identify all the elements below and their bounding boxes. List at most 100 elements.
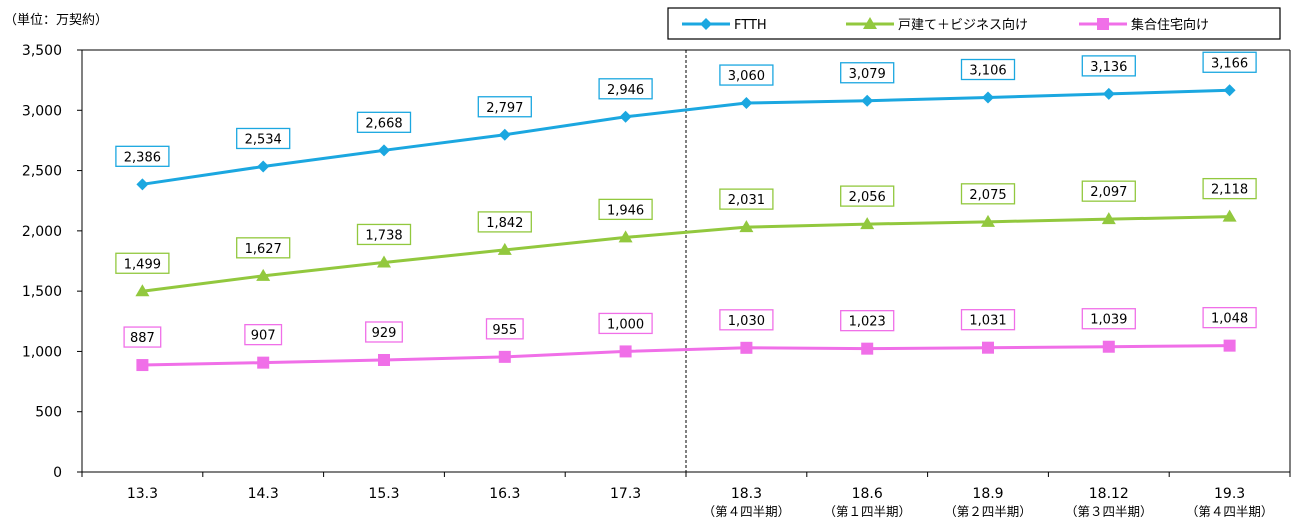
data-label: 1,048 xyxy=(1211,312,1248,327)
data-label: 3,166 xyxy=(1211,56,1248,71)
data-label-box xyxy=(719,309,774,331)
data-label: 1,738 xyxy=(365,228,402,243)
data-point xyxy=(1101,212,1116,225)
legend-label: FTTH xyxy=(734,18,767,33)
data-point xyxy=(619,110,632,123)
data-label: 2,056 xyxy=(849,190,886,205)
data-label: 955 xyxy=(492,323,517,338)
y-tick-label: 3,000 xyxy=(22,103,62,119)
plot-area xyxy=(81,49,1291,473)
series-2: 1,499 1,627 1,738 1,842 1,946 2,031 2,056 2,075… xyxy=(115,177,1257,297)
data-label: 1,039 xyxy=(1090,313,1127,328)
x-tick-label: 13.3 xyxy=(127,486,158,502)
data-point xyxy=(860,217,875,230)
data-label-box xyxy=(485,318,524,340)
y-tick-label: 500 xyxy=(35,405,62,421)
data-point xyxy=(135,284,150,297)
data-label: 3,136 xyxy=(1090,60,1127,75)
legend: FTTH 戸建て＋ビジネス向け 集合住宅向け xyxy=(667,7,1281,40)
legend-box xyxy=(667,7,1281,40)
x-tick-label: 18.9 xyxy=(972,486,1003,502)
data-label: 1,030 xyxy=(728,314,765,329)
data-label: 2,534 xyxy=(245,132,282,147)
data-label-box xyxy=(840,310,895,332)
x-tick-label: 15.3 xyxy=(368,486,399,502)
data-label-box xyxy=(115,252,170,274)
data-label: 2,386 xyxy=(124,150,161,165)
x-tick-label: 14.3 xyxy=(248,486,279,502)
unit-label: （単位：万契約） xyxy=(4,12,108,28)
data-label-box xyxy=(840,185,895,207)
data-label-box xyxy=(1202,306,1257,329)
y-tick-label: 3,500 xyxy=(22,43,62,59)
data-point xyxy=(377,255,391,268)
data-label-box xyxy=(365,321,403,343)
data-label: 3,060 xyxy=(728,69,765,84)
data-point xyxy=(498,350,511,363)
data-label: 1,000 xyxy=(607,317,644,332)
data-point xyxy=(618,230,633,243)
legend-marker xyxy=(1097,18,1109,30)
x-tick-sublabel: （第４四半期） xyxy=(1186,504,1274,519)
data-label: 2,797 xyxy=(486,101,523,116)
data-point xyxy=(378,353,390,366)
y-tick-label: 2,000 xyxy=(22,224,62,240)
data-label: 2,075 xyxy=(969,188,1006,203)
x-tick-label: 17.3 xyxy=(610,486,641,502)
data-label: 2,097 xyxy=(1090,185,1127,200)
data-point xyxy=(740,97,753,110)
data-label: 887 xyxy=(130,331,155,346)
data-point xyxy=(740,341,753,354)
x-tick-sublabel: （第４四半期） xyxy=(703,504,791,519)
data-point xyxy=(497,242,512,255)
data-label-box xyxy=(598,198,653,221)
legend-item: 集合住宅向け xyxy=(1079,17,1209,33)
data-label-box xyxy=(1202,177,1257,200)
legend-label: 戸建て＋ビジネス向け xyxy=(898,17,1028,33)
data-point xyxy=(861,342,874,355)
data-label-box xyxy=(598,312,653,335)
data-label-box xyxy=(960,309,1016,331)
data-point xyxy=(498,128,511,141)
data-label: 907 xyxy=(251,329,276,344)
legend-item: 戸建て＋ビジネス向け xyxy=(846,17,1028,33)
data-label-box xyxy=(236,237,291,259)
data-label: 929 xyxy=(372,326,397,341)
legend-item: FTTH xyxy=(682,18,767,33)
data-label: 1,946 xyxy=(607,203,644,218)
data-point xyxy=(982,341,994,354)
data-label-box xyxy=(356,223,412,246)
data-label-box xyxy=(477,211,532,233)
x-tick-sublabel: （第２四半期） xyxy=(944,504,1032,519)
legend-label: 集合住宅向け xyxy=(1131,17,1209,33)
y-tick-label: 1,000 xyxy=(22,344,62,360)
data-label-box xyxy=(123,326,162,348)
data-label: 1,627 xyxy=(245,242,282,257)
y-tick-label: 2,500 xyxy=(22,164,62,180)
data-label: 2,946 xyxy=(607,83,644,98)
data-label-box xyxy=(719,64,774,86)
data-point xyxy=(1222,209,1237,222)
series-1: 2,386 2,534 2,668 2,797 2,946 3,060 3,079 3,106… xyxy=(115,51,1257,191)
data-label-box xyxy=(477,96,532,118)
series-line xyxy=(142,88,1230,186)
data-label: 1,031 xyxy=(969,314,1006,329)
data-label: 2,031 xyxy=(728,193,765,208)
x-axis-ticks: 13.3 14.3 15.3 16.3 17.3 18.3 （第４四半期） 18.6 （第１四半… xyxy=(81,472,1291,519)
x-tick-label: 18.3 xyxy=(731,486,762,502)
data-label-box xyxy=(1202,51,1257,73)
data-label-box xyxy=(598,78,653,100)
x-tick-label: 16.3 xyxy=(489,486,520,502)
data-label: 3,079 xyxy=(849,67,886,82)
x-tick-label: 18.6 xyxy=(852,486,883,502)
data-label: 2,668 xyxy=(365,116,402,131)
y-tick-label: 0 xyxy=(53,465,62,481)
data-point xyxy=(861,94,874,107)
data-point xyxy=(257,160,270,173)
x-tick-label: 19.3 xyxy=(1214,486,1245,502)
data-point xyxy=(619,345,632,358)
data-point xyxy=(739,220,754,233)
data-label-box xyxy=(356,111,412,133)
data-label-box xyxy=(960,58,1016,81)
x-tick-sublabel: （第３四半期） xyxy=(1065,504,1153,519)
